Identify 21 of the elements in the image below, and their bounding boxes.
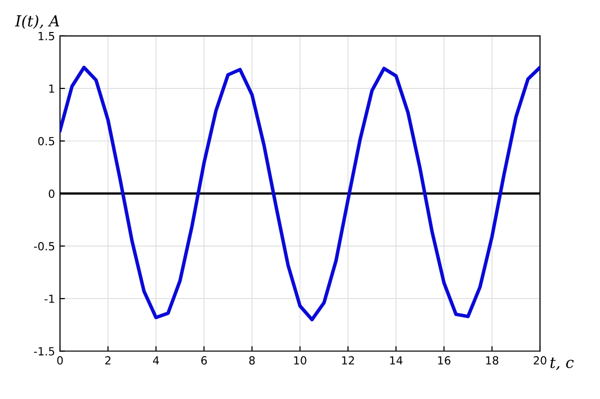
y-tick-label: 1 (49, 84, 54, 93)
x-tick-label: 18 (486, 356, 498, 365)
x-tick-label: 16 (438, 356, 450, 365)
x-tick-label: 2 (105, 356, 110, 364)
x-tick-label: 14 (390, 356, 402, 364)
y-tick-label: 0.5 (38, 136, 54, 146)
y-tick-label: -1.5 (34, 347, 54, 356)
x-tick-label: 0 (57, 356, 63, 365)
x-tick-label: 6 (201, 356, 207, 365)
y-tick-label: -0.5 (34, 242, 54, 250)
x-tick-label: 10 (294, 356, 306, 365)
y-axis-title: I(t), A (14, 14, 60, 29)
x-tick-label: 20 (534, 356, 546, 365)
y-tick-label: 0 (48, 189, 54, 198)
line-series (60, 66, 540, 322)
x-axis-title: t, c (550, 358, 574, 370)
y-tick-label: -1 (44, 294, 54, 303)
x-tick-label: 8 (249, 356, 255, 365)
x-tick-label: 4 (153, 356, 159, 364)
x-tick-label: 12 (342, 356, 354, 364)
y-tick-label: 1.5 (38, 32, 54, 40)
